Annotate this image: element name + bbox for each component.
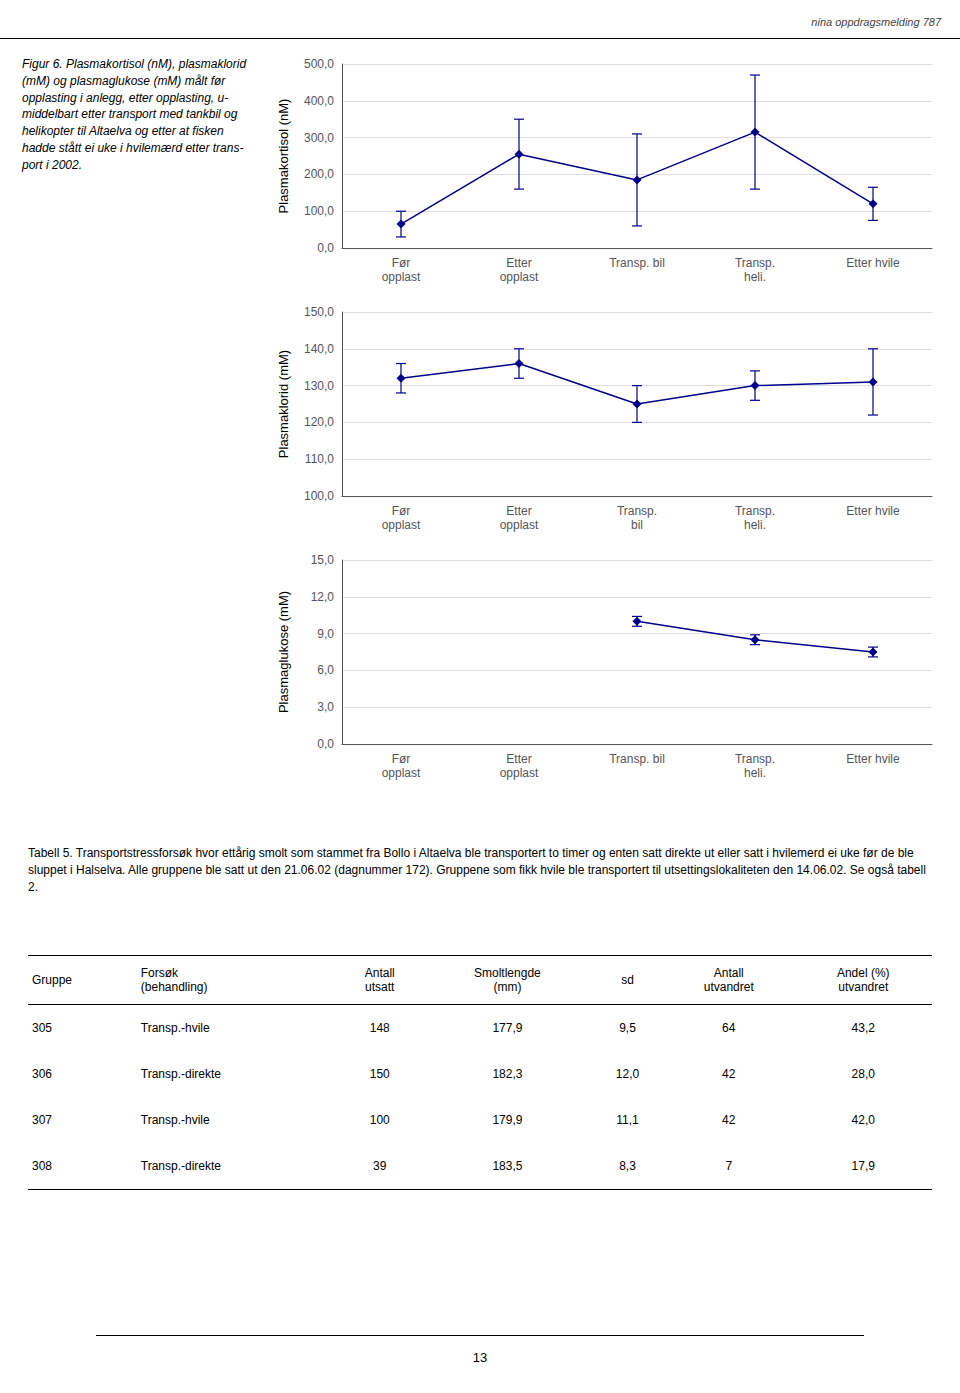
svg-text:Transp. bil: Transp. bil (609, 752, 665, 766)
html-text:183,5: 183,5 (492, 1159, 523, 1174)
html-text:13: 13 (472, 1350, 488, 1365)
html-text:148: 148 (369, 1021, 390, 1036)
html-text:Andel (%) utvandret: Andel (%) utvandret (836, 966, 890, 995)
svg-text:Etter hvile: Etter hvile (846, 256, 900, 270)
html-text:11,1: 11,1 (616, 1113, 639, 1128)
svg-text:opplast: opplast (500, 270, 539, 284)
svg-text:Før: Før (392, 504, 411, 518)
html-text:42,0: 42,0 (851, 1113, 875, 1128)
html-text:8,3: 8,3 (619, 1159, 636, 1174)
html-text:39: 39 (373, 1159, 387, 1174)
svg-text:9,0: 9,0 (317, 627, 334, 641)
html-text:305: 305 (32, 1021, 52, 1036)
svg-text:130,0: 130,0 (304, 379, 334, 393)
svg-text:opplast: opplast (500, 518, 539, 532)
html-text:Transp.-hvile: Transp.-hvile (140, 1021, 210, 1036)
svg-text:Etter: Etter (506, 256, 531, 270)
svg-text:15,0: 15,0 (311, 553, 335, 567)
svg-text:Transp.: Transp. (617, 504, 657, 518)
html-text:Smoltlengde (mm): Smoltlengde (mm) (474, 966, 541, 995)
html-text:nina oppdragsmelding 787: nina oppdragsmelding 787 (811, 16, 941, 28)
svg-text:bil: bil (631, 518, 643, 532)
html-text:12,0: 12,0 (615, 1067, 640, 1082)
svg-text:heli.: heli. (744, 270, 766, 284)
svg-text:Plasmakortisol (nM): Plasmakortisol (nM) (276, 99, 291, 214)
html-text:177,9: 177,9 (492, 1021, 523, 1036)
svg-text:Etter: Etter (506, 504, 531, 518)
html-text:307: 307 (32, 1113, 52, 1128)
svg-text:heli.: heli. (744, 766, 766, 780)
html-text:9,5: 9,5 (619, 1021, 636, 1036)
svg-text:500,0: 500,0 (304, 57, 334, 71)
svg-text:110,0: 110,0 (305, 452, 334, 466)
html-text:182,3: 182,3 (492, 1067, 523, 1082)
svg-text:100,0: 100,0 (304, 489, 334, 503)
svg-text:Transp. bil: Transp. bil (609, 256, 665, 270)
html-text:Transp.-direkte: Transp.-direkte (140, 1159, 221, 1174)
html-text:306: 306 (32, 1067, 52, 1082)
svg-text:opplast: opplast (382, 766, 421, 780)
html-text:Transp.-hvile: Transp.-hvile (140, 1113, 210, 1128)
html-text:Forsøk (behandling): Forsøk (behandling) (140, 966, 208, 995)
html-text:7: 7 (725, 1159, 733, 1174)
html-text:28,0: 28,0 (851, 1067, 875, 1082)
svg-text:0,0: 0,0 (317, 737, 334, 751)
svg-text:heli.: heli. (744, 518, 766, 532)
svg-text:Etter hvile: Etter hvile (846, 504, 900, 518)
svg-text:Plasmaglukose (mM): Plasmaglukose (mM) (276, 591, 291, 713)
html-text:Gruppe: Gruppe (32, 973, 72, 988)
html-text:Transp.-direkte: Transp.-direkte (140, 1067, 221, 1082)
svg-text:120,0: 120,0 (304, 415, 334, 429)
html-text:42: 42 (722, 1113, 736, 1128)
html-text:Figur 6. Plasmakortisol (nM),: Figur 6. Plasmakortisol (nM), plasmaklor… (22, 57, 247, 172)
html-text:64: 64 (722, 1021, 736, 1036)
svg-text:Før: Før (392, 256, 411, 270)
html-text:sd: sd (621, 973, 634, 988)
svg-text:Etter: Etter (506, 752, 531, 766)
svg-text:0,0: 0,0 (317, 241, 334, 255)
svg-text:Plasmaklorid (mM): Plasmaklorid (mM) (276, 350, 291, 458)
html-text:150: 150 (369, 1067, 390, 1082)
svg-text:Transp.: Transp. (735, 504, 775, 518)
svg-text:150,0: 150,0 (304, 305, 334, 319)
html-text:100: 100 (369, 1113, 390, 1128)
html-text:43,2: 43,2 (851, 1021, 875, 1036)
html-text:308: 308 (32, 1159, 52, 1174)
html-text:179,9: 179,9 (492, 1113, 523, 1128)
svg-text:12,0: 12,0 (311, 590, 335, 604)
svg-text:opplast: opplast (382, 270, 421, 284)
html-text:Antall utsatt: Antall utsatt (364, 966, 395, 995)
svg-text:200,0: 200,0 (304, 167, 334, 181)
svg-text:opplast: opplast (500, 766, 539, 780)
html-text:Tabell 5. Transportstressforsø: Tabell 5. Transportstressforsøk hvor ett… (28, 846, 926, 894)
svg-text:6,0: 6,0 (317, 663, 334, 677)
svg-text:Før: Før (392, 752, 411, 766)
svg-text:100,0: 100,0 (304, 204, 334, 218)
svg-text:opplast: opplast (382, 518, 421, 532)
svg-text:Etter hvile: Etter hvile (846, 752, 900, 766)
svg-text:300,0: 300,0 (304, 131, 334, 145)
svg-text:Transp.: Transp. (735, 752, 775, 766)
html-text:17,9: 17,9 (851, 1159, 875, 1174)
html-text:Antall utvandret: Antall utvandret (703, 966, 754, 995)
svg-text:140,0: 140,0 (304, 342, 334, 356)
svg-text:Transp.: Transp. (735, 256, 775, 270)
svg-text:400,0: 400,0 (304, 94, 334, 108)
svg-text:3,0: 3,0 (317, 700, 334, 714)
html-text:42: 42 (722, 1067, 736, 1082)
